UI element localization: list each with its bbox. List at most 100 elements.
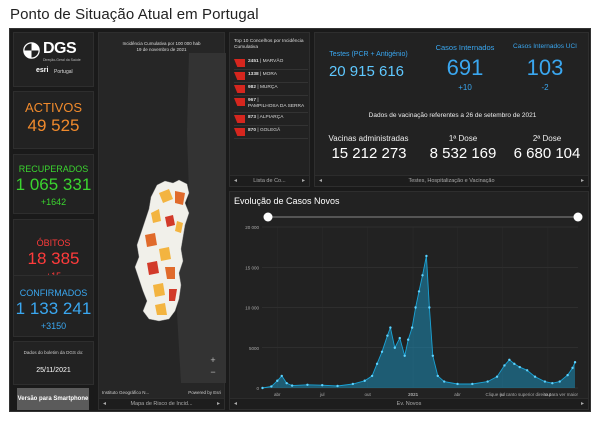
stat-recuperados: RECUPERADOS 1 065 331 +1642: [13, 154, 94, 214]
data-point: [471, 382, 474, 386]
next-arrow-icon[interactable]: ▸: [301, 178, 305, 184]
x-tick-label: 2021: [408, 392, 419, 397]
prev-arrow-icon[interactable]: ◂: [234, 178, 238, 184]
x-tick-label: jul: [499, 392, 505, 397]
data-point: [351, 382, 355, 386]
data-point: [533, 375, 537, 378]
logo-panel: DGS Direção-Geral da Saúde esri Portugal: [13, 32, 94, 87]
map-credit-right: Powered by Esri: [188, 390, 221, 395]
flag-icon: [234, 128, 245, 136]
page-title: Ponto de Situação Atual em Portugal: [10, 6, 259, 23]
uci-value: 103: [526, 55, 564, 80]
uci-delta: -2: [541, 83, 549, 92]
x-tick-label: abr: [454, 392, 461, 397]
confirmados-value: 1 133 241: [15, 299, 92, 318]
map-credit-left: Instituto Geográfico N...: [102, 390, 150, 395]
y-tick-label: 5000: [249, 346, 260, 351]
data-point: [398, 336, 401, 340]
esri-logo: esri: [36, 67, 49, 74]
uci-label: Casos Internados UCI: [513, 43, 577, 50]
top10-list[interactable]: 2451 | MARVÃO 1338 | MORA 982 | MURÇA 96…: [234, 57, 308, 139]
activos-label: ACTIVOS: [24, 100, 83, 115]
chart-hint: Clique no canto superior direito para ve…: [485, 392, 578, 397]
y-tick-label: 0: [256, 386, 259, 391]
data-point: [566, 373, 569, 377]
data-point: [551, 381, 554, 385]
stat-activos: ACTIVOS 49 525: [13, 91, 94, 149]
data-point: [370, 374, 374, 378]
data-point: [321, 383, 324, 387]
dose2-label: 2ª Dose: [532, 134, 562, 143]
prev-arrow-icon[interactable]: ◂: [234, 401, 238, 407]
testes-label: Testes (PCR + Antigénio): [329, 51, 408, 58]
cases-chart[interactable]: 0 5000 10 000 15 000 20 000 abr jul out 2021 abr j…: [230, 192, 590, 411]
list-item[interactable]: 870 | GOLEGÃ: [234, 126, 308, 139]
data-point: [386, 334, 389, 337]
vacinas-label: Vacinas administradas: [328, 134, 409, 143]
chart-footer-label[interactable]: Ev. Novos: [396, 401, 422, 407]
data-point: [503, 364, 506, 367]
dgs-logo-icon: [23, 42, 40, 59]
next-arrow-icon[interactable]: ▸: [580, 178, 584, 184]
y-tick-label: 20 000: [245, 225, 259, 230]
data-point: [421, 274, 424, 277]
zoom-in-button[interactable]: +: [210, 355, 216, 365]
data-point: [571, 366, 574, 370]
smartphone-version-button[interactable]: Versão para Smartphone: [17, 388, 89, 410]
obitos-value: 18 385: [27, 249, 80, 268]
list-item[interactable]: 1338 | MORA: [234, 70, 308, 83]
top10-footer[interactable]: ◂ Lista de Co... ▸: [230, 175, 309, 186]
next-arrow-icon[interactable]: ▸: [216, 401, 220, 407]
chart-footer[interactable]: ◂ Ev. Novos ▸: [230, 398, 588, 409]
prev-arrow-icon[interactable]: ◂: [319, 178, 323, 184]
top10-panel: Top 10 Concelhos por Incidência Cumulati…: [229, 32, 310, 187]
chart-panel[interactable]: Evolução de Casos Novos 0 5000 10 000 15 00…: [229, 191, 589, 410]
data-point: [513, 362, 516, 366]
portugal-map[interactable]: [99, 53, 226, 383]
map-footer-label[interactable]: Mapa de Risco de Incid...: [130, 401, 193, 407]
internados-delta: +10: [458, 83, 472, 92]
data-point: [456, 382, 459, 386]
dashboard: DGS Direção-Geral da Saúde esri Portugal…: [9, 28, 591, 412]
map-panel[interactable]: Incidência Cumulativa por 100 000 hab 19…: [98, 32, 226, 410]
x-tick-label: out: [545, 392, 552, 397]
list-item[interactable]: 2451 | MARVÃO: [234, 57, 308, 70]
data-point: [425, 254, 428, 258]
data-point: [336, 384, 339, 388]
internados-label: Casos Internados: [435, 43, 495, 52]
data-point: [486, 380, 489, 383]
data-point: [375, 362, 379, 366]
kpi-footer[interactable]: ◂ Testes, Hospitalização e Vacinação ▸: [315, 175, 588, 186]
internados-value: 691: [446, 55, 484, 80]
dose1-value: 8 532 169: [429, 145, 497, 162]
x-tick-label: abr: [274, 392, 281, 397]
map-title: Incidência Cumulativa por 100 000 hab 19…: [99, 41, 224, 53]
flag-icon: [234, 115, 245, 123]
range-slider-handle-right[interactable]: [573, 212, 583, 222]
dose1-label: 1ª Dose: [448, 134, 478, 143]
recuperados-value: 1 065 331: [15, 175, 92, 194]
confirmados-delta: +3150: [40, 321, 67, 331]
kpi-footer-label[interactable]: Testes, Hospitalização e Vacinação: [408, 178, 495, 184]
map-footer[interactable]: ◂ Mapa de Risco de Incid... ▸: [99, 398, 224, 409]
bulletin-panel: Dados do boletim da DGS do: 25/11/2021: [13, 341, 94, 385]
recuperados-label: RECUPERADOS: [18, 164, 89, 174]
data-point: [436, 374, 439, 378]
map-date: 19 de novembro de 2021: [136, 47, 187, 52]
data-point: [410, 326, 414, 329]
bulletin-date: 25/11/2021: [36, 367, 71, 374]
confirmados-label: CONFIRMADOS: [19, 288, 88, 298]
obitos-label: ÓBITOS: [36, 238, 71, 248]
zoom-out-button[interactable]: −: [210, 367, 216, 377]
list-item[interactable]: 982 | MURÇA: [234, 83, 308, 96]
data-point: [403, 354, 406, 357]
prev-arrow-icon[interactable]: ◂: [103, 401, 107, 407]
list-item[interactable]: 967 | PAMPILHOSA DA SERRA: [234, 96, 308, 113]
top10-footer-label[interactable]: Lista de Co...: [253, 178, 286, 184]
list-item[interactable]: 873 | ALPIARÇA: [234, 113, 308, 126]
data-point: [290, 384, 294, 387]
next-arrow-icon[interactable]: ▸: [580, 401, 584, 407]
bulletin-label: Dados do boletim da DGS do:: [23, 350, 84, 355]
range-slider-handle-left[interactable]: [263, 212, 273, 222]
top10-title: Top 10 Concelhos por Incidência Cumulati…: [234, 39, 304, 50]
